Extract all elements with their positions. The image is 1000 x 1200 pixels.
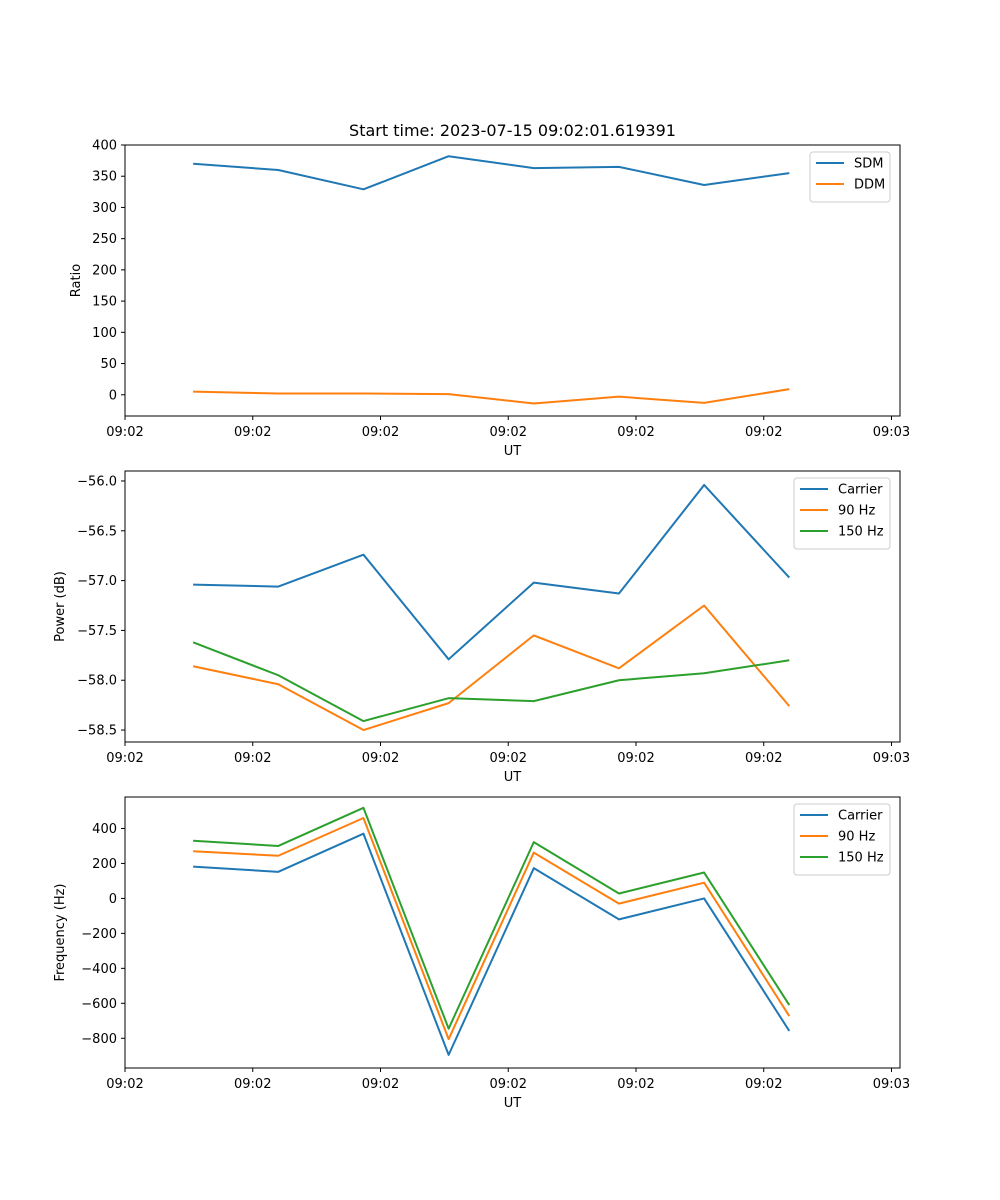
power-legend-label: 150 Hz — [838, 525, 884, 540]
power-legend-label: Carrier — [838, 483, 883, 498]
ratio-legend-label: SDM — [854, 157, 883, 172]
ratio-y-tick-label: 0 — [109, 388, 117, 403]
ratio-y-tick-label: 50 — [100, 357, 117, 372]
ratio-series-ddm — [193, 388, 790, 405]
ratio-legend-label: DDM — [854, 178, 885, 193]
power-y-tick-label: −57.5 — [77, 624, 117, 639]
frequency-legend-label: Carrier — [838, 809, 883, 824]
power-x-tick-label: 09:02 — [234, 751, 271, 766]
frequency-x-tick-label: 09:02 — [106, 1077, 143, 1092]
frequency-series-90-hz — [193, 816, 791, 1041]
ratio-y-tick-label: 250 — [92, 232, 117, 247]
power-x-tick-label: 09:02 — [490, 751, 527, 766]
frequency-y-tick-label: 400 — [92, 822, 117, 837]
power-y-tick-label: −58.0 — [77, 674, 117, 689]
frequency-series-carrier — [193, 832, 791, 1056]
power-y-axis-label: Power (dB) — [53, 571, 68, 642]
power-x-axis-label: UT — [504, 770, 522, 785]
ratio-y-tick-label: 100 — [92, 326, 117, 341]
power-x-tick-label: 09:02 — [362, 751, 399, 766]
frequency-x-axis-label: UT — [504, 1096, 522, 1111]
frequency-x-tick-label: 09:02 — [490, 1077, 527, 1092]
frequency-y-tick-label: −800 — [81, 1032, 117, 1047]
ratio-legend-box — [809, 151, 891, 203]
frequency-axes-frame — [124, 796, 901, 1069]
ratio-y-axis-label: Ratio — [69, 264, 84, 297]
frequency-y-tick-label: 200 — [92, 857, 117, 872]
power-panel: 09:02 09:02 09:02 09:02 09:02 09:02 09:03 −58.5… — [53, 470, 910, 785]
frequency-legend-label: 150 Hz — [838, 851, 884, 866]
chart-title: Start time: 2023-07-15 09:02:01.619391 — [349, 121, 676, 140]
frequency-x-tick-label: 09:02 — [745, 1077, 782, 1092]
ratio-y-tick-label: 400 — [92, 139, 117, 154]
frequency-panel: 09:02 09:02 09:02 09:02 09:02 09:02 09:03 −800 −… — [53, 796, 910, 1111]
frequency-y-tick-label: −600 — [81, 997, 117, 1012]
plots-container: 09:02 09:02 09:02 09:02 09:02 09:02 09:03 0 50 10… — [53, 139, 910, 1112]
ratio-x-axis-label: UT — [504, 444, 522, 459]
frequency-y-tick-label: 0 — [109, 892, 117, 907]
power-series-150-hz — [192, 641, 790, 723]
power-series-90-hz — [192, 604, 791, 732]
ratio-axes-frame — [124, 144, 901, 417]
ratio-y-tick-label: 350 — [92, 170, 117, 185]
ratio-x-tick-label: 09:02 — [234, 425, 271, 440]
ratio-y-tick-label: 150 — [92, 295, 117, 310]
frequency-y-axis-label: Frequency (Hz) — [53, 883, 68, 981]
frequency-legend: Carrier 90 Hz 150 Hz — [793, 803, 891, 876]
power-y-tick-label: −58.5 — [77, 724, 117, 739]
power-legend-label: 90 Hz — [838, 504, 875, 519]
power-x-tick-label: 09:02 — [617, 751, 654, 766]
ratio-x-tick-label: 09:02 — [362, 425, 399, 440]
power-y-tick-label: −56.0 — [77, 474, 117, 489]
power-x-tick-label: 09:02 — [745, 751, 782, 766]
frequency-x-tick-label: 09:02 — [617, 1077, 654, 1092]
ratio-x-tick-label: 09:02 — [617, 425, 654, 440]
power-y-tick-label: −57.0 — [77, 574, 117, 589]
ratio-y-tick-label: 200 — [92, 263, 117, 278]
frequency-x-tick-label: 09:02 — [234, 1077, 271, 1092]
ratio-panel: 09:02 09:02 09:02 09:02 09:02 09:02 09:03 0 50 10… — [69, 139, 910, 460]
ratio-x-tick-label: 09:02 — [490, 425, 527, 440]
ratio-x-tick-label: 09:02 — [745, 425, 782, 440]
power-y-tick-label: −56.5 — [77, 524, 117, 539]
ratio-x-tick-label: 09:03 — [873, 425, 910, 440]
power-axes-frame — [124, 470, 901, 743]
ratio-legend: SDM DDM — [809, 151, 891, 203]
ratio-y-tick-label: 300 — [92, 201, 117, 216]
ratio-series-sdm — [193, 155, 790, 191]
frequency-x-tick-label: 09:03 — [873, 1077, 910, 1092]
frequency-y-tick-label: −200 — [81, 927, 117, 942]
power-x-tick-label: 09:03 — [873, 751, 910, 766]
frequency-x-tick-label: 09:02 — [362, 1077, 399, 1092]
frequency-legend-label: 90 Hz — [838, 830, 875, 845]
power-legend: Carrier 90 Hz 150 Hz — [793, 477, 891, 550]
power-series-carrier — [193, 483, 791, 661]
ratio-x-tick-label: 09:02 — [106, 425, 143, 440]
frequency-series-150-hz — [193, 806, 791, 1030]
frequency-y-tick-label: −400 — [81, 962, 117, 977]
power-x-tick-label: 09:02 — [106, 751, 143, 766]
